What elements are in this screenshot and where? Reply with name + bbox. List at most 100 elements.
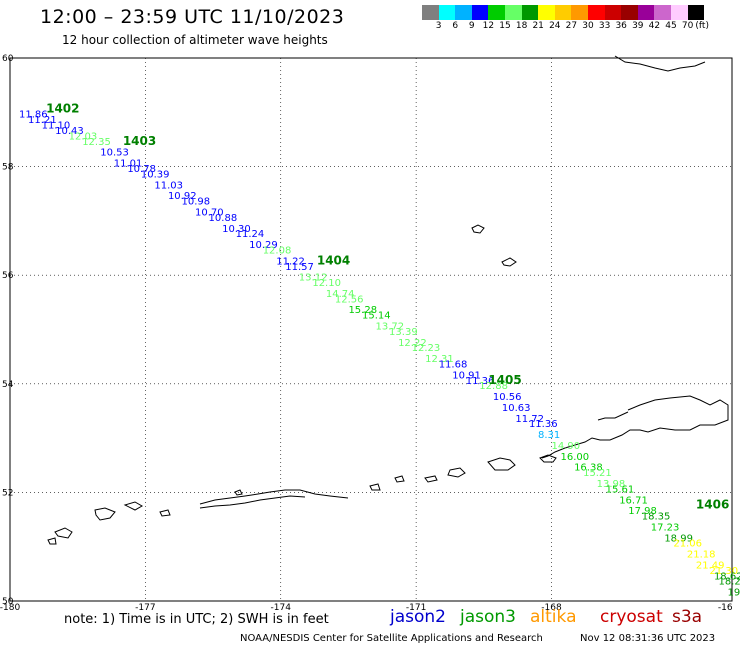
legend-label: 70 — [681, 21, 694, 31]
legend-label: 39 — [632, 21, 644, 31]
latitude-label: 54 — [2, 380, 14, 390]
legend-swatch — [670, 5, 688, 20]
longitude-label: -180 — [0, 603, 20, 610]
swh-value: 17.23 — [651, 522, 680, 533]
legend-label: 3 — [435, 21, 442, 31]
coast-near-2 — [47, 537, 57, 545]
swh-value: 21.06 — [673, 539, 702, 550]
legend-swatch — [621, 5, 638, 20]
swh-value: 11.10 — [42, 121, 71, 132]
longitude-label: -171 — [406, 603, 426, 610]
pass-time-label: 1406 — [696, 498, 729, 512]
coast-near-islands — [54, 527, 73, 539]
legend-labels: 3 6 9 12 15 18 21 24 27 30 33 36 39 42 45 70 (ft) — [422, 21, 709, 35]
swh-value: 10.29 — [249, 240, 278, 251]
swh-value: 11.36 — [466, 376, 495, 387]
generated-timestamp: Nov 12 08:31:36 UTC 2023 — [580, 633, 716, 644]
legend-swatches — [422, 5, 705, 20]
swh-value: 10.92 — [168, 191, 197, 202]
coast-andreanof-2 — [199, 495, 306, 509]
swh-value: 10.39 — [141, 169, 170, 180]
swh-value: 15.61 — [606, 484, 635, 495]
pass-time-label: 1404 — [317, 253, 350, 267]
legend-label: 24 — [549, 21, 561, 31]
longitude-label: -16 — [718, 603, 733, 610]
page-subtitle: 12 hour collection of altimeter wave hei… — [62, 33, 328, 47]
swh-value: 12.35 — [82, 137, 111, 148]
legend-swatch — [455, 5, 472, 20]
coast-nw-top — [614, 55, 706, 72]
coast-st-paul — [471, 224, 485, 234]
legend-swatch — [637, 5, 655, 20]
legend-swatch — [471, 5, 489, 20]
legend-swatch — [654, 5, 671, 20]
swh-value: 15.21 — [583, 468, 612, 479]
swh-value: 11.86 — [19, 110, 48, 121]
swh-value: 11.01 — [114, 159, 143, 170]
swh-value: 14.90 — [552, 441, 581, 452]
swh-value: 10.78 — [127, 164, 156, 175]
pass-time-label: 1405 — [488, 373, 521, 387]
satellite-legend-item: altika — [530, 607, 577, 627]
wave-height-map: -180 -177 -174 -171 -168 -16 60 58 56 54 52 50 11.8… — [0, 54, 740, 610]
coast-rat-islands — [94, 507, 116, 521]
swh-value: 10.88 — [209, 213, 238, 224]
coast-fox-small-2 — [394, 475, 405, 483]
pass-time-label: 1403 — [123, 134, 156, 148]
swh-value: 11.72 — [515, 414, 544, 425]
legend-swatch — [538, 5, 555, 20]
map-frame — [9, 57, 733, 602]
swh-value: 11.57 — [285, 262, 314, 273]
swh-value: 10.63 — [502, 403, 531, 414]
pass-time-label: 1402 — [46, 101, 79, 115]
credit-text: NOAA/NESDIS Center for Satellite Applica… — [240, 633, 543, 644]
swh-value: 12.31 — [425, 354, 454, 365]
legend-label: 30 — [582, 21, 594, 31]
swh-value: 13.98 — [597, 479, 626, 490]
swh-value: 14.74 — [326, 289, 355, 300]
page-title: 12:00 – 23:59 UTC 11/10/2023 — [40, 6, 345, 28]
swh-value: 18.21 — [718, 577, 740, 588]
swh-value: 13.72 — [376, 322, 405, 333]
latitude-label: 56 — [2, 271, 14, 281]
legend-swatch — [521, 5, 539, 20]
legend-label: 27 — [565, 21, 578, 31]
time-labels: 1402 1403 1404 1405 1406 — [46, 101, 729, 511]
swh-value: 21.30 — [709, 566, 738, 577]
coast-alaska-inner — [597, 411, 629, 421]
swh-value: 13.39 — [389, 327, 418, 338]
legend-label: 21 — [532, 21, 544, 31]
legend-units: (ft) — [695, 21, 709, 31]
swh-value: 11.36 — [529, 419, 558, 430]
legend-swatch — [488, 5, 505, 20]
satellite-legend-item: jason2 — [390, 607, 446, 627]
coast-umnak — [447, 467, 466, 478]
legend-label: 15 — [499, 21, 511, 31]
swh-value: 12.08 — [263, 245, 292, 256]
swh-value: 10.30 — [222, 224, 251, 235]
legend-label: 6 — [452, 21, 459, 31]
swh-value: 10.91 — [452, 370, 481, 381]
swh-value: 15.14 — [362, 311, 391, 322]
swh-value: 11.22 — [276, 256, 305, 267]
swh-value: 12.88 — [479, 381, 508, 392]
coast-fox-small — [369, 483, 381, 491]
coast-andreanof — [199, 489, 349, 505]
legend-label: 45 — [665, 21, 677, 31]
coast-islands-2 — [424, 475, 438, 483]
legend-swatch — [571, 5, 588, 20]
swh-value: 12.03 — [69, 131, 98, 142]
swh-value: 13.12 — [299, 273, 328, 284]
swh-value: 17.98 — [628, 506, 657, 517]
coast-rat-2 — [123, 501, 144, 511]
coast-unalaska — [487, 457, 516, 471]
swh-value: 10.53 — [100, 148, 129, 159]
swh-value: 12.10 — [312, 278, 341, 289]
coast-tiny-2 — [234, 489, 243, 496]
legend-label: 9 — [468, 21, 475, 31]
swh-value: 10.43 — [55, 126, 84, 137]
latitude-label: 58 — [2, 163, 14, 173]
legend-label: 12 — [482, 21, 495, 31]
latitude-label: 50 — [2, 597, 14, 607]
swh-value: 18.62 — [714, 571, 740, 582]
